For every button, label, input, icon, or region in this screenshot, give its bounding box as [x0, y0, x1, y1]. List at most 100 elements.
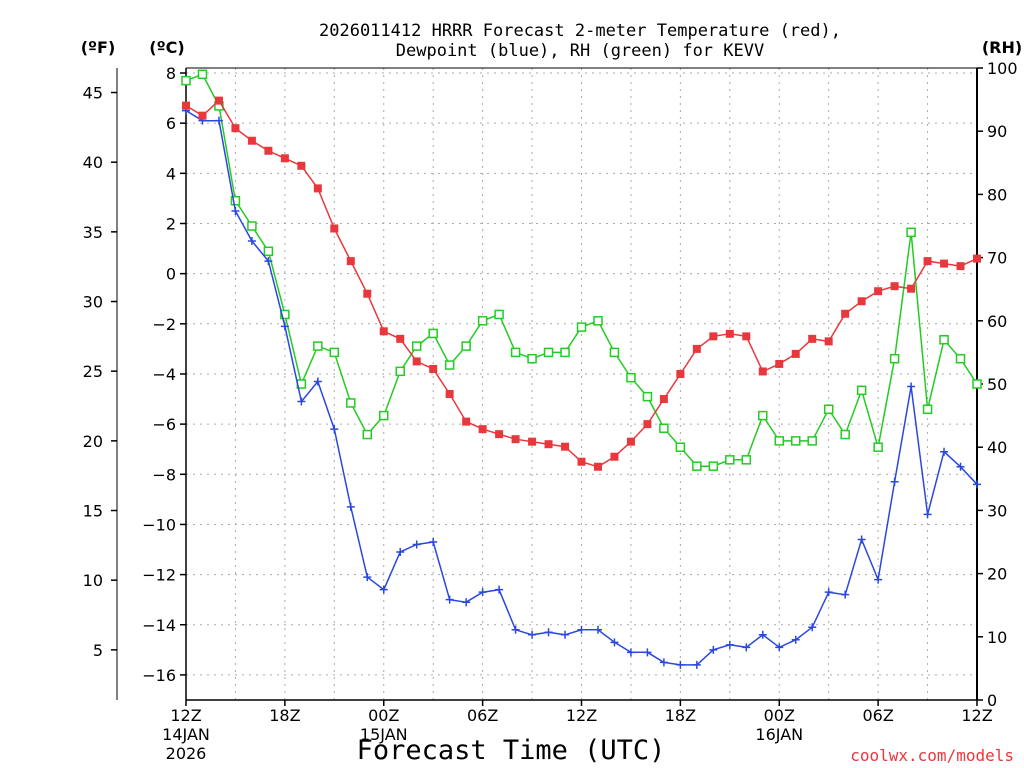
rh-point — [741, 455, 752, 465]
temperature-point — [495, 430, 504, 439]
dewpoint-point — [956, 462, 965, 471]
dewpoint-point — [758, 630, 767, 639]
dewpoint-point — [659, 658, 668, 667]
dewpoint-point — [725, 640, 734, 649]
temperature-point — [659, 395, 668, 404]
temperature-point — [956, 262, 965, 271]
temperature-point — [758, 367, 767, 376]
temperature-point — [462, 417, 471, 426]
rh-point — [708, 461, 719, 471]
celsius-tick-label: −10 — [142, 515, 176, 534]
dewpoint-point — [824, 588, 833, 597]
rh-point — [181, 75, 191, 86]
temperature-point — [198, 111, 207, 120]
temperature-point — [857, 297, 866, 306]
rh-point — [329, 347, 340, 358]
dewpoint-point — [280, 322, 289, 331]
dewpoint-point — [445, 595, 454, 604]
temperature-point — [313, 184, 322, 193]
temperature-point — [297, 161, 306, 170]
rh-point — [197, 69, 208, 80]
dewpoint-point — [478, 588, 487, 597]
temperature-point — [610, 452, 619, 461]
x-tick-label: 12Z — [961, 706, 992, 725]
temperature-point — [643, 420, 652, 429]
rh-tick-label: 50 — [987, 375, 1007, 394]
rh-point — [856, 385, 867, 396]
rh-point — [247, 221, 257, 231]
dewpoint-point — [973, 480, 981, 489]
x-tick-label: 06Z — [862, 706, 893, 725]
rh-point — [362, 429, 373, 440]
fahrenheit-tick-label: 45 — [83, 84, 103, 103]
dewpoint-point — [907, 382, 916, 391]
temperature-point — [973, 254, 981, 263]
dewpoint-point — [676, 660, 685, 669]
dewpoint-point — [791, 635, 800, 644]
fahrenheit-tick-label: 40 — [83, 153, 103, 172]
dewpoint-point — [330, 425, 339, 434]
dewpoint-point — [412, 540, 421, 549]
celsius-tick-label: −16 — [142, 666, 176, 685]
rh-point — [659, 423, 669, 433]
dewpoint-point — [231, 206, 240, 215]
rh-point — [411, 341, 422, 351]
celsius-tick-label: 2 — [166, 214, 176, 233]
dewpoint-point — [692, 660, 701, 669]
fahrenheit-tick-label: 25 — [83, 362, 103, 381]
temperature-point — [709, 332, 718, 341]
fahrenheit-tick-label: 35 — [83, 223, 103, 242]
rh-tick-label: 20 — [987, 565, 1007, 584]
temperature-point — [808, 334, 817, 343]
rh-point — [807, 436, 817, 446]
rh-point — [922, 404, 933, 415]
dewpoint-point — [495, 585, 504, 594]
temperature-point — [412, 357, 421, 366]
rh-tick-label: 0 — [987, 691, 997, 710]
dewpoint-point — [593, 625, 602, 634]
temperature-point — [923, 257, 932, 266]
rh-point — [444, 360, 455, 370]
rh-point — [428, 328, 438, 339]
temperature-point — [593, 462, 602, 471]
temperature-point — [182, 101, 190, 110]
dewpoint-point — [577, 625, 586, 634]
dewpoint-point — [742, 643, 751, 652]
rh-point — [840, 429, 850, 440]
rh-tick-label: 40 — [987, 438, 1007, 457]
rh-point — [593, 316, 603, 326]
dewpoint-point — [923, 510, 932, 519]
temperature-point — [379, 327, 388, 336]
rh-point — [263, 246, 274, 257]
fahrenheit-tick-label: 5 — [93, 641, 103, 660]
axes — [111, 67, 983, 706]
dewpoint-point — [874, 575, 883, 584]
temperature-point — [742, 332, 751, 341]
dewpoint-point — [379, 585, 388, 594]
x-tick-label: 12Z — [566, 706, 597, 725]
rh-point — [313, 341, 323, 351]
temperature-point — [874, 287, 883, 296]
temperature-point — [577, 457, 586, 466]
temperature-point — [676, 369, 685, 378]
rh-tick-label: 70 — [987, 249, 1007, 268]
rh-line — [185, 73, 978, 467]
rh-point — [675, 442, 686, 452]
rh-point — [939, 335, 949, 345]
dewpoint-point — [610, 638, 619, 647]
dewpoint-point — [528, 630, 537, 639]
dewpoint-point — [626, 648, 635, 657]
fahrenheit-axis-unit: (ºF) — [81, 38, 116, 57]
dewpoint-point — [462, 598, 471, 607]
dewpoint-point — [363, 573, 372, 582]
rh-tick-label: 30 — [987, 501, 1007, 520]
dewpoint-point — [429, 538, 438, 546]
x-tick-date-label: 15JAN — [360, 725, 408, 744]
rh-point — [790, 436, 801, 446]
dewpoint-point — [346, 502, 355, 511]
rh-point — [477, 316, 488, 326]
data-series — [181, 69, 982, 669]
dewpoint-point — [544, 628, 553, 637]
rh-point — [230, 195, 241, 206]
